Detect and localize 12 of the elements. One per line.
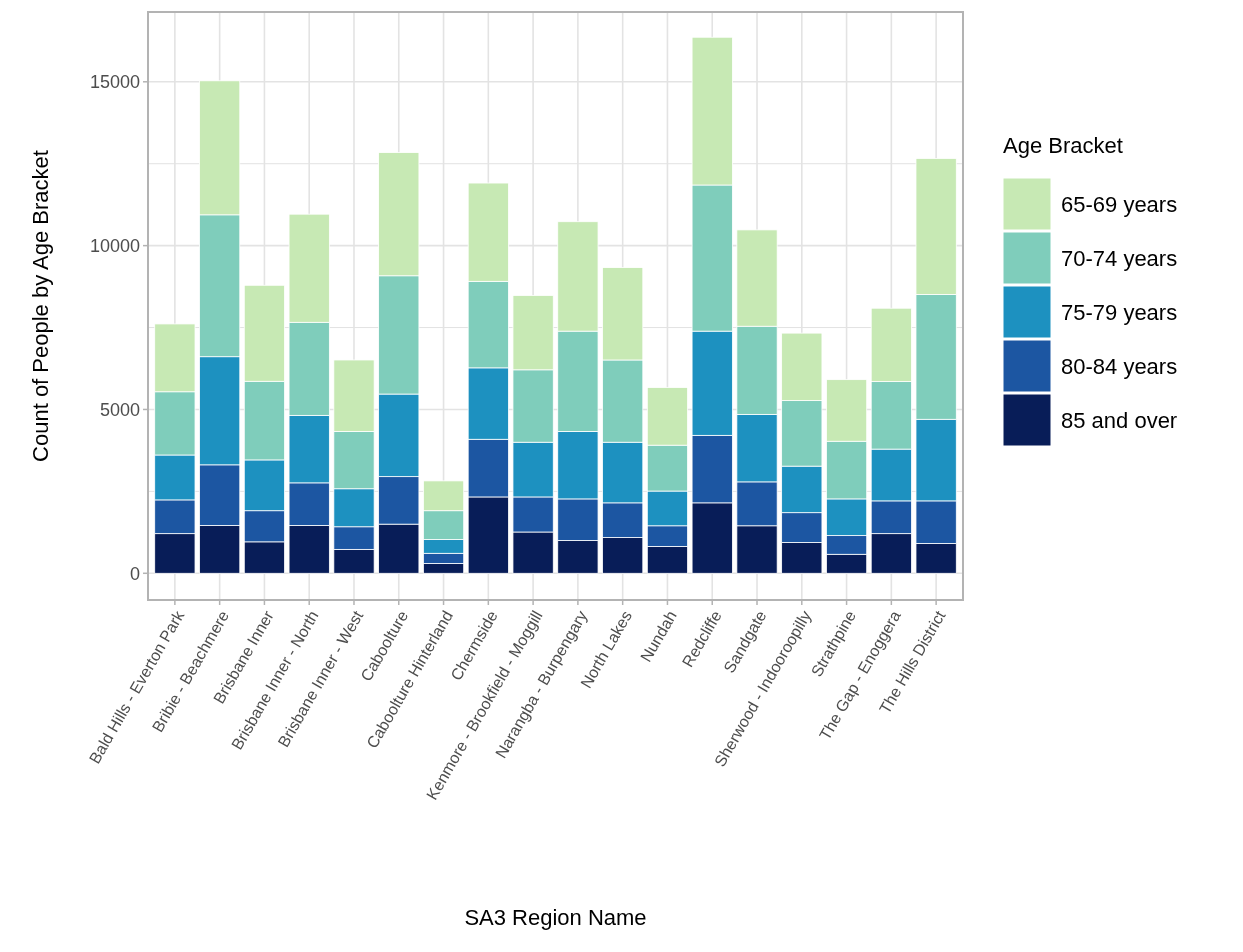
legend-label: 75-79 years	[1061, 299, 1178, 325]
legend-label: 65-69 years	[1061, 191, 1178, 217]
legend-label: 70-74 years	[1061, 245, 1178, 271]
y-tick-label: 15000	[89, 72, 140, 93]
y-tick-label: 5000	[99, 399, 140, 420]
y-axis-title: Count of People by Age Bracket	[28, 150, 53, 462]
legend-title: Age Bracket	[1003, 133, 1123, 158]
y-tick-label: 10000	[89, 235, 140, 256]
legend-label: 80-84 years	[1061, 353, 1178, 379]
x-axis-title: SA3 Region Name	[464, 905, 647, 930]
y-tick-label: 0	[129, 563, 140, 584]
legend-label: 85 and over	[1061, 407, 1178, 433]
